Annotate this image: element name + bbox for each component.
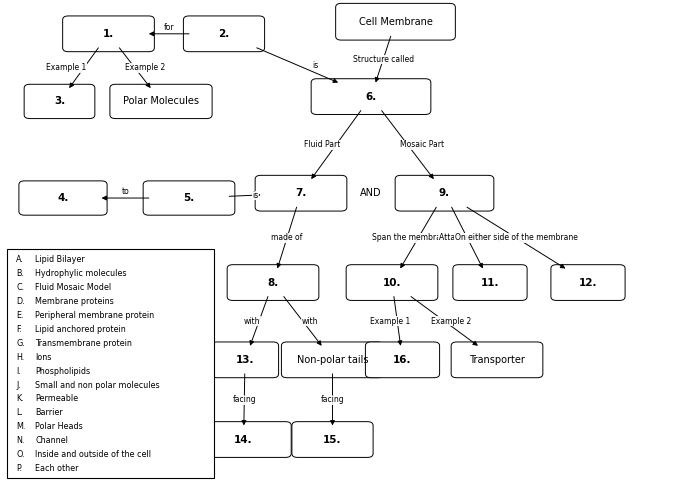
- FancyBboxPatch shape: [19, 181, 107, 215]
- Text: F.: F.: [16, 325, 22, 334]
- Text: Peripheral membrane protein: Peripheral membrane protein: [35, 311, 154, 320]
- Text: 6.: 6.: [365, 92, 377, 101]
- Text: O.: O.: [16, 450, 25, 459]
- Text: K.: K.: [16, 395, 24, 403]
- FancyBboxPatch shape: [255, 175, 347, 211]
- Text: is: is: [253, 191, 258, 200]
- Text: On either side of the membrane: On either side of the membrane: [455, 233, 578, 242]
- Text: Inside and outside of the cell: Inside and outside of the cell: [35, 450, 151, 459]
- FancyBboxPatch shape: [335, 3, 455, 40]
- Text: M.: M.: [16, 422, 25, 431]
- FancyBboxPatch shape: [365, 342, 440, 378]
- Text: 2.: 2.: [218, 29, 230, 39]
- Text: C.: C.: [16, 283, 25, 292]
- Text: Cell Membrane: Cell Membrane: [358, 17, 433, 27]
- Text: Lipid anchored protein: Lipid anchored protein: [35, 325, 126, 334]
- Text: Structure called: Structure called: [353, 55, 414, 64]
- Text: G.: G.: [16, 339, 25, 348]
- Text: N.: N.: [16, 436, 25, 445]
- Text: I.: I.: [16, 367, 21, 376]
- Text: J.: J.: [16, 381, 21, 389]
- Text: Membrane proteins: Membrane proteins: [35, 297, 113, 306]
- Text: L.: L.: [16, 408, 23, 417]
- FancyBboxPatch shape: [211, 342, 279, 378]
- FancyBboxPatch shape: [144, 181, 235, 215]
- Text: 5.: 5.: [183, 193, 195, 203]
- Text: Lipid Bilayer: Lipid Bilayer: [35, 256, 85, 264]
- FancyBboxPatch shape: [227, 265, 319, 300]
- Text: Example 2: Example 2: [431, 317, 472, 326]
- FancyBboxPatch shape: [395, 175, 494, 211]
- FancyBboxPatch shape: [63, 16, 154, 52]
- Text: Phospholipids: Phospholipids: [35, 367, 90, 376]
- Text: A.: A.: [16, 256, 24, 264]
- Text: made of: made of: [272, 233, 302, 242]
- Text: D.: D.: [16, 297, 25, 306]
- Text: 13.: 13.: [236, 355, 254, 365]
- Text: Span the membrane: Span the membrane: [372, 233, 450, 242]
- Text: 11.: 11.: [481, 278, 499, 287]
- Text: B.: B.: [16, 270, 24, 278]
- Text: Hydrophylic molecules: Hydrophylic molecules: [35, 270, 127, 278]
- FancyBboxPatch shape: [292, 422, 373, 457]
- Text: 7.: 7.: [295, 188, 307, 198]
- Text: Attached to a lipid: Attached to a lipid: [439, 233, 510, 242]
- Text: with: with: [244, 317, 260, 326]
- FancyBboxPatch shape: [281, 342, 384, 378]
- FancyBboxPatch shape: [24, 84, 95, 118]
- Text: to: to: [121, 187, 129, 196]
- Text: 4.: 4.: [57, 193, 69, 203]
- Text: Example 2: Example 2: [125, 63, 166, 72]
- Text: 3.: 3.: [54, 97, 65, 106]
- Text: Transmembrane protein: Transmembrane protein: [35, 339, 132, 348]
- Text: Channel: Channel: [35, 436, 68, 445]
- Text: is: is: [312, 61, 318, 70]
- Text: P.: P.: [16, 464, 22, 473]
- Text: Non-polar tails: Non-polar tails: [297, 355, 368, 365]
- Text: with: with: [302, 317, 318, 326]
- Text: 9.: 9.: [439, 188, 450, 198]
- FancyBboxPatch shape: [196, 422, 291, 457]
- Text: 14.: 14.: [234, 435, 253, 444]
- Text: Example 1: Example 1: [46, 63, 86, 72]
- Text: E.: E.: [16, 311, 24, 320]
- Text: H.: H.: [16, 353, 25, 362]
- FancyBboxPatch shape: [7, 249, 214, 478]
- Text: facing: facing: [232, 395, 256, 404]
- FancyBboxPatch shape: [453, 265, 527, 300]
- Text: 16.: 16.: [393, 355, 412, 365]
- Text: Fluid Part: Fluid Part: [304, 141, 340, 149]
- Text: Each other: Each other: [35, 464, 78, 473]
- Text: Polar Heads: Polar Heads: [35, 422, 83, 431]
- Text: Transporter: Transporter: [469, 355, 525, 365]
- Text: Permeable: Permeable: [35, 395, 78, 403]
- Text: Barrier: Barrier: [35, 408, 63, 417]
- Text: 12.: 12.: [579, 278, 597, 287]
- Text: for: for: [164, 23, 174, 32]
- FancyBboxPatch shape: [311, 79, 430, 114]
- FancyBboxPatch shape: [110, 84, 212, 118]
- Text: Mosaic Part: Mosaic Part: [400, 141, 444, 149]
- FancyBboxPatch shape: [183, 16, 265, 52]
- Text: 8.: 8.: [267, 278, 279, 287]
- Text: 10.: 10.: [383, 278, 401, 287]
- Text: Fluid Mosaic Model: Fluid Mosaic Model: [35, 283, 111, 292]
- Text: Ions: Ions: [35, 353, 51, 362]
- Text: 15.: 15.: [323, 435, 342, 444]
- Text: facing: facing: [321, 395, 344, 404]
- FancyBboxPatch shape: [346, 265, 438, 300]
- Text: Polar Molecules: Polar Molecules: [123, 97, 199, 106]
- Text: AND: AND: [360, 188, 382, 198]
- Text: Example 1: Example 1: [370, 317, 410, 326]
- FancyBboxPatch shape: [451, 342, 543, 378]
- Text: Small and non polar molecules: Small and non polar molecules: [35, 381, 160, 389]
- FancyBboxPatch shape: [551, 265, 625, 300]
- Text: 1.: 1.: [103, 29, 114, 39]
